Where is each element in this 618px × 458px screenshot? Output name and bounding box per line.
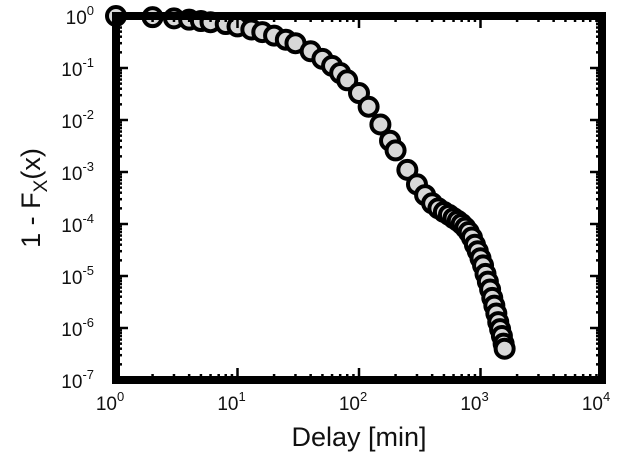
x-tick-label: 104	[582, 389, 610, 415]
axis-ticks	[114, 14, 604, 382]
x-tick-label: 100	[96, 389, 124, 415]
y-axis-label-subscript: X	[31, 179, 52, 192]
plot-frame	[112, 12, 606, 384]
x-tick-label: 102	[339, 389, 367, 415]
y-tick-label: 10-7	[61, 367, 94, 393]
y-tick-label: 10-1	[61, 55, 94, 81]
y-axis-label: 1 - FX(x)	[16, 148, 52, 248]
data-point	[384, 139, 407, 162]
y-axis-label-prefix: 1 - F	[16, 192, 46, 248]
y-axis-label-suffix: (x)	[16, 148, 46, 179]
x-axis-label: Delay [min]	[291, 422, 426, 452]
x-tick-label: 103	[460, 389, 488, 415]
y-tick-label: 10-5	[61, 263, 94, 289]
data-point	[369, 113, 392, 136]
data-point	[357, 95, 380, 118]
y-tick-label: 10-2	[61, 107, 94, 133]
y-tick-label: 100	[66, 3, 94, 29]
y-tick-labels: 100 10-1 10-2 10-3 10-4 10-5 10-6 10-7	[61, 3, 94, 393]
data-point	[493, 337, 516, 360]
y-tick-label: 10-4	[61, 211, 94, 237]
data-point	[396, 158, 419, 181]
y-tick-label: 10-3	[61, 159, 94, 185]
x-tick-labels: 100 101 102 103 104	[96, 389, 610, 415]
x-tick-label: 101	[217, 389, 245, 415]
plot-area	[105, 5, 516, 360]
y-tick-label: 10-6	[61, 315, 94, 341]
